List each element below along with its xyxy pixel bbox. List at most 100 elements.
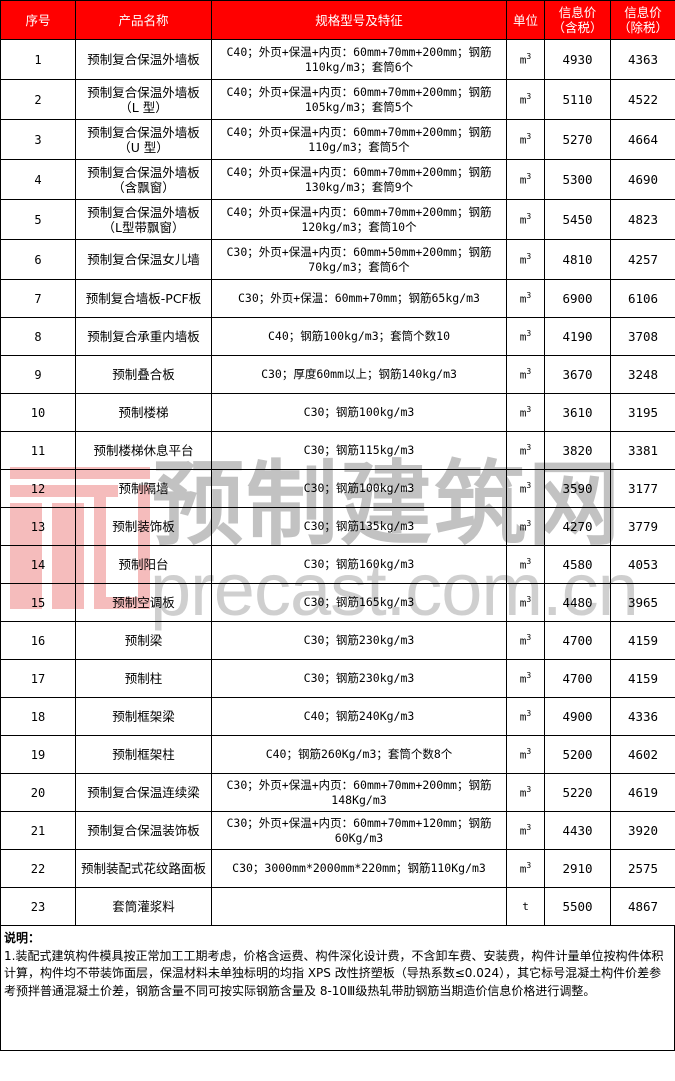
- cell-price-excl-tax: 3920: [610, 811, 675, 850]
- table-row: 16 预制梁 C30；钢筋230kg/m3 m3 4700 4159: [0, 621, 675, 660]
- cell-price-excl-tax: 4053: [610, 545, 675, 584]
- cell-spec: C30；外页+保温+内页：60mm+70mm+200mm；钢筋148Kg/m3: [211, 773, 507, 812]
- cell-unit: m3: [506, 79, 545, 120]
- cell-spec: C30；钢筋100kg/m3: [211, 469, 507, 508]
- unit-base: m: [519, 862, 527, 876]
- cell-no: 1: [0, 39, 76, 80]
- cell-no: 2: [0, 79, 76, 120]
- cell-product-name: 预制复合保温外墙板: [75, 39, 212, 80]
- cell-price-excl-tax: 3779: [610, 507, 675, 546]
- unit-exponent: 3: [526, 861, 532, 871]
- cell-price-excl-tax: 6106: [610, 279, 675, 318]
- cell-price-incl-tax: 5270: [544, 119, 611, 160]
- unit-exponent: 3: [526, 291, 532, 301]
- cell-price-excl-tax: 4159: [610, 621, 675, 660]
- cell-price-excl-tax: 4363: [610, 39, 675, 80]
- product-name-main: 预制框架柱: [112, 747, 175, 762]
- cell-unit: m3: [506, 773, 545, 812]
- cell-price-incl-tax: 4700: [544, 659, 611, 698]
- table-body: 1 预制复合保温外墙板 C40；外页+保温+内页：60mm+70mm+200mm；钢…: [0, 39, 675, 926]
- cell-price-excl-tax: 3248: [610, 355, 675, 394]
- cell-product-name: 预制装饰板: [75, 507, 212, 546]
- cell-price-incl-tax: 4430: [544, 811, 611, 850]
- table-row: 23 套筒灌浆料 t 5500 4867: [0, 887, 675, 926]
- cell-price-incl-tax: 4580: [544, 545, 611, 584]
- cell-price-incl-tax: 2910: [544, 849, 611, 888]
- cell-unit: m3: [506, 849, 545, 888]
- cell-no: 7: [0, 279, 76, 318]
- unit-exponent: 3: [526, 212, 532, 222]
- col-header-no: 序号: [0, 0, 76, 40]
- cell-price-incl-tax: 5450: [544, 199, 611, 240]
- unit-exponent: 3: [526, 132, 532, 142]
- unit-base: m: [519, 558, 527, 572]
- cell-product-name: 预制空调板: [75, 583, 212, 622]
- table-header: 序号 产品名称 规格型号及特征 单位 信息价 （含税） 信息价 （除税）: [0, 0, 675, 40]
- unit-exponent: 3: [526, 52, 532, 62]
- table-row: 10 预制楼梯 C30；钢筋100kg/m3 m3 3610 3195: [0, 393, 675, 432]
- product-name-main: 预制复合承重内墙板: [87, 329, 200, 344]
- cell-unit: m3: [506, 697, 545, 736]
- unit-base: m: [519, 596, 527, 610]
- note-section: 说明： 1.装配式建筑构件模具按正常加工工期考虑，价格含运费、构件深化设计费，不…: [0, 925, 675, 1051]
- cell-no: 15: [0, 583, 76, 622]
- cell-price-incl-tax: 4810: [544, 239, 611, 280]
- cell-price-excl-tax: 4619: [610, 773, 675, 812]
- table-row: 20 预制复合保温连续梁 C30；外页+保温+内页：60mm+70mm+200mm；…: [0, 773, 675, 812]
- cell-unit: m3: [506, 545, 545, 584]
- product-name-variant: （L 型）: [119, 99, 168, 115]
- cell-spec: C30；钢筋135kg/m3: [211, 507, 507, 546]
- unit-base: m: [519, 634, 527, 648]
- cell-spec: C30；厚度60mm以上；钢筋140kg/m3: [211, 355, 507, 394]
- cell-spec: C40；钢筋260Kg/m3；套筒个数8个: [211, 735, 507, 774]
- cell-product-name: 预制复合保温外墙板 （含飘窗）: [75, 159, 212, 200]
- cell-unit: m3: [506, 355, 545, 394]
- table-row: 11 预制楼梯休息平台 C30；钢筋115kg/m3 m3 3820 3381: [0, 431, 675, 470]
- col-header-spec-label: 规格型号及特征: [315, 12, 403, 28]
- col-header-price-excl-tax-label: 信息价: [624, 5, 662, 20]
- unit-base: m: [519, 330, 527, 344]
- cell-no: 14: [0, 545, 76, 584]
- cell-price-incl-tax: 4900: [544, 697, 611, 736]
- product-name-main: 预制复合保温外墙板: [87, 124, 200, 140]
- cell-price-excl-tax: 4522: [610, 79, 675, 120]
- table-row: 6 预制复合保温女儿墙 C30；外页+保温+内页：60mm+50mm+200mm；钢…: [0, 239, 675, 280]
- cell-product-name: 预制复合墙板-PCF板: [75, 279, 212, 318]
- cell-unit: m3: [506, 199, 545, 240]
- product-name-main: 预制复合保温外墙板: [87, 52, 200, 67]
- cell-price-excl-tax: 4602: [610, 735, 675, 774]
- cell-price-incl-tax: 5110: [544, 79, 611, 120]
- col-header-name: 产品名称: [75, 0, 212, 40]
- cell-product-name: 预制复合保温外墙板 （U 型）: [75, 119, 212, 160]
- cell-product-name: 预制框架梁: [75, 697, 212, 736]
- cell-product-name: 预制复合保温女儿墙: [75, 239, 212, 280]
- cell-price-incl-tax: 4700: [544, 621, 611, 660]
- unit-base: m: [519, 824, 527, 838]
- cell-product-name: 预制复合承重内墙板: [75, 317, 212, 356]
- product-name-main: 预制楼梯: [118, 405, 169, 420]
- unit-exponent: 3: [526, 557, 532, 567]
- cell-spec: C40；外页+保温+内页：60mm+70mm+200mm；钢筋130kg/m3；…: [211, 159, 507, 200]
- product-name-main: 预制框架梁: [112, 709, 175, 724]
- unit-exponent: 3: [526, 633, 532, 643]
- product-name-main: 套筒灌浆料: [112, 899, 175, 914]
- cell-no: 4: [0, 159, 76, 200]
- product-name-main: 预制复合保温女儿墙: [87, 252, 200, 267]
- table-row: 2 预制复合保温外墙板 （L 型） C40；外页+保温+内页：60mm+70mm+20…: [0, 79, 675, 120]
- table-row: 7 预制复合墙板-PCF板 C30；外页+保温：60mm+70mm；钢筋65kg/m…: [0, 279, 675, 318]
- col-header-price-incl-tax: 信息价 （含税）: [544, 0, 611, 40]
- product-name-main: 预制隔墙: [118, 481, 169, 496]
- cell-no: 13: [0, 507, 76, 546]
- cell-unit: m3: [506, 659, 545, 698]
- unit-base: m: [519, 213, 527, 227]
- col-header-spec: 规格型号及特征: [211, 0, 507, 40]
- cell-price-incl-tax: 5200: [544, 735, 611, 774]
- cell-price-incl-tax: 4270: [544, 507, 611, 546]
- unit-exponent: 3: [526, 252, 532, 262]
- product-name-variant: （L型带飘窗）: [102, 219, 185, 235]
- cell-spec: C40；外页+保温+内页：60mm+70mm+200mm；钢筋110g/m3；套…: [211, 119, 507, 160]
- cell-spec: C30；钢筋230kg/m3: [211, 621, 507, 660]
- note-body: 1.装配式建筑构件模具按正常加工工期考虑，价格含运费、构件深化设计费，不含卸车费…: [4, 948, 664, 998]
- cell-no: 18: [0, 697, 76, 736]
- cell-unit: m3: [506, 507, 545, 546]
